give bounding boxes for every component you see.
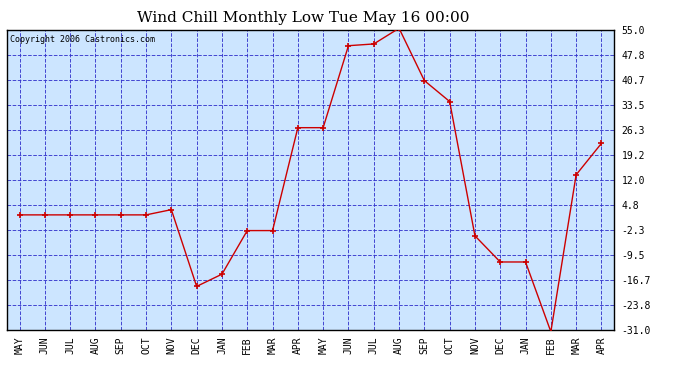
Text: Wind Chill Monthly Low Tue May 16 00:00: Wind Chill Monthly Low Tue May 16 00:00 [137, 11, 470, 25]
Text: Copyright 2006 Castronics.com: Copyright 2006 Castronics.com [10, 34, 155, 44]
